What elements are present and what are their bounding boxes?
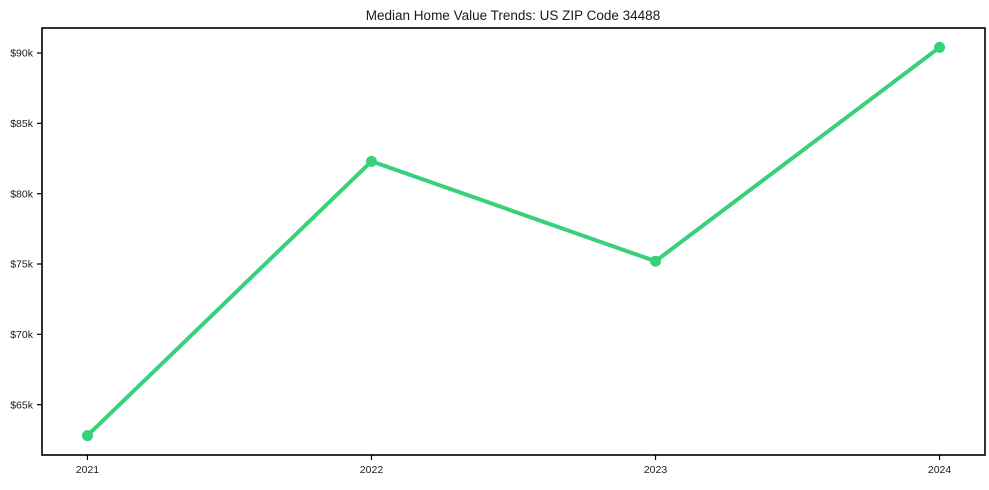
data-point-marker [650, 255, 662, 267]
y-tick-label: $65k [10, 399, 34, 411]
x-tick-label: 2022 [360, 464, 384, 476]
plot-area: $65k $70k $75k $80k $85k $90k 2021 2022 2023 2024 [10, 27, 986, 476]
y-tick-label: $70k [10, 329, 34, 341]
y-tick-label: $90k [10, 48, 34, 60]
data-point-marker [365, 155, 377, 167]
x-tick-label: 2024 [928, 464, 952, 476]
y-tick-label: $75k [10, 259, 34, 271]
y-tick-label: $80k [10, 188, 34, 200]
data-point-marker [934, 41, 946, 53]
axes-frame [41, 27, 986, 456]
x-tick-label: 2023 [644, 464, 668, 476]
x-tick-label: 2021 [76, 464, 100, 476]
y-tick-label: $85k [10, 118, 34, 130]
series-line [85, 45, 942, 438]
data-point-marker [81, 430, 93, 442]
chart-title: Median Home Value Trends: US ZIP Code 34… [366, 8, 660, 23]
